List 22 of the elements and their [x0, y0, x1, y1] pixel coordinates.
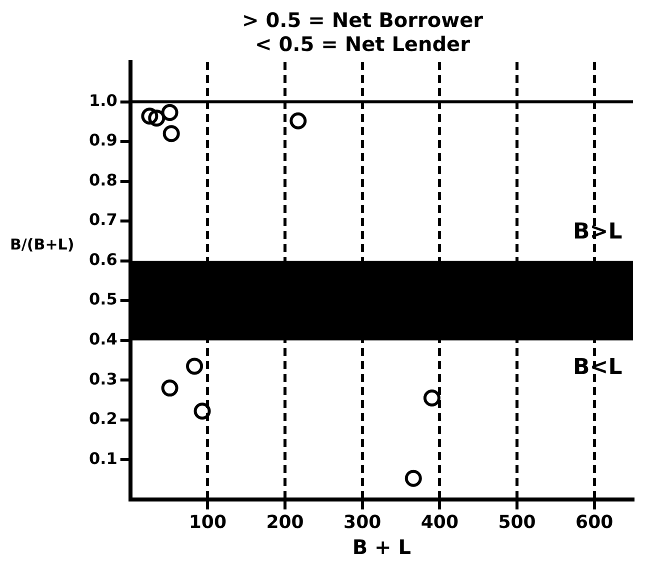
- y-tick-label: 0.2: [89, 409, 118, 428]
- y-tick-label: 1.0: [89, 90, 118, 110]
- y-tick-label: 0.9: [89, 130, 118, 150]
- annotation: B>L: [573, 219, 622, 244]
- x-tick-label: 600: [576, 512, 614, 533]
- y-tick-label: 0.5: [89, 290, 118, 309]
- y-tick-label: 0.8: [89, 170, 118, 190]
- y-tick-label: 0.6: [89, 250, 118, 269]
- y-tick-label: 0.1: [89, 448, 118, 468]
- x-tick-label: 300: [344, 512, 382, 533]
- y-axis-title: B/(B+L): [10, 236, 74, 254]
- x-tick-label: 400: [420, 512, 458, 533]
- x-axis-title: B + L: [352, 535, 412, 560]
- y-tick-label: 0.7: [89, 210, 118, 230]
- chart-title: > 0.5 = Net Borrower: [242, 8, 484, 32]
- y-tick-label: 0.4: [89, 330, 118, 348]
- chart-subtitle: < 0.5 = Net Lender: [255, 32, 470, 56]
- annotation: B<L: [573, 354, 622, 380]
- x-tick-label: 500: [498, 512, 536, 533]
- y-tick-label: 0.3: [89, 369, 118, 388]
- x-tick-label: 200: [266, 512, 304, 533]
- x-tick-label: 100: [188, 512, 226, 533]
